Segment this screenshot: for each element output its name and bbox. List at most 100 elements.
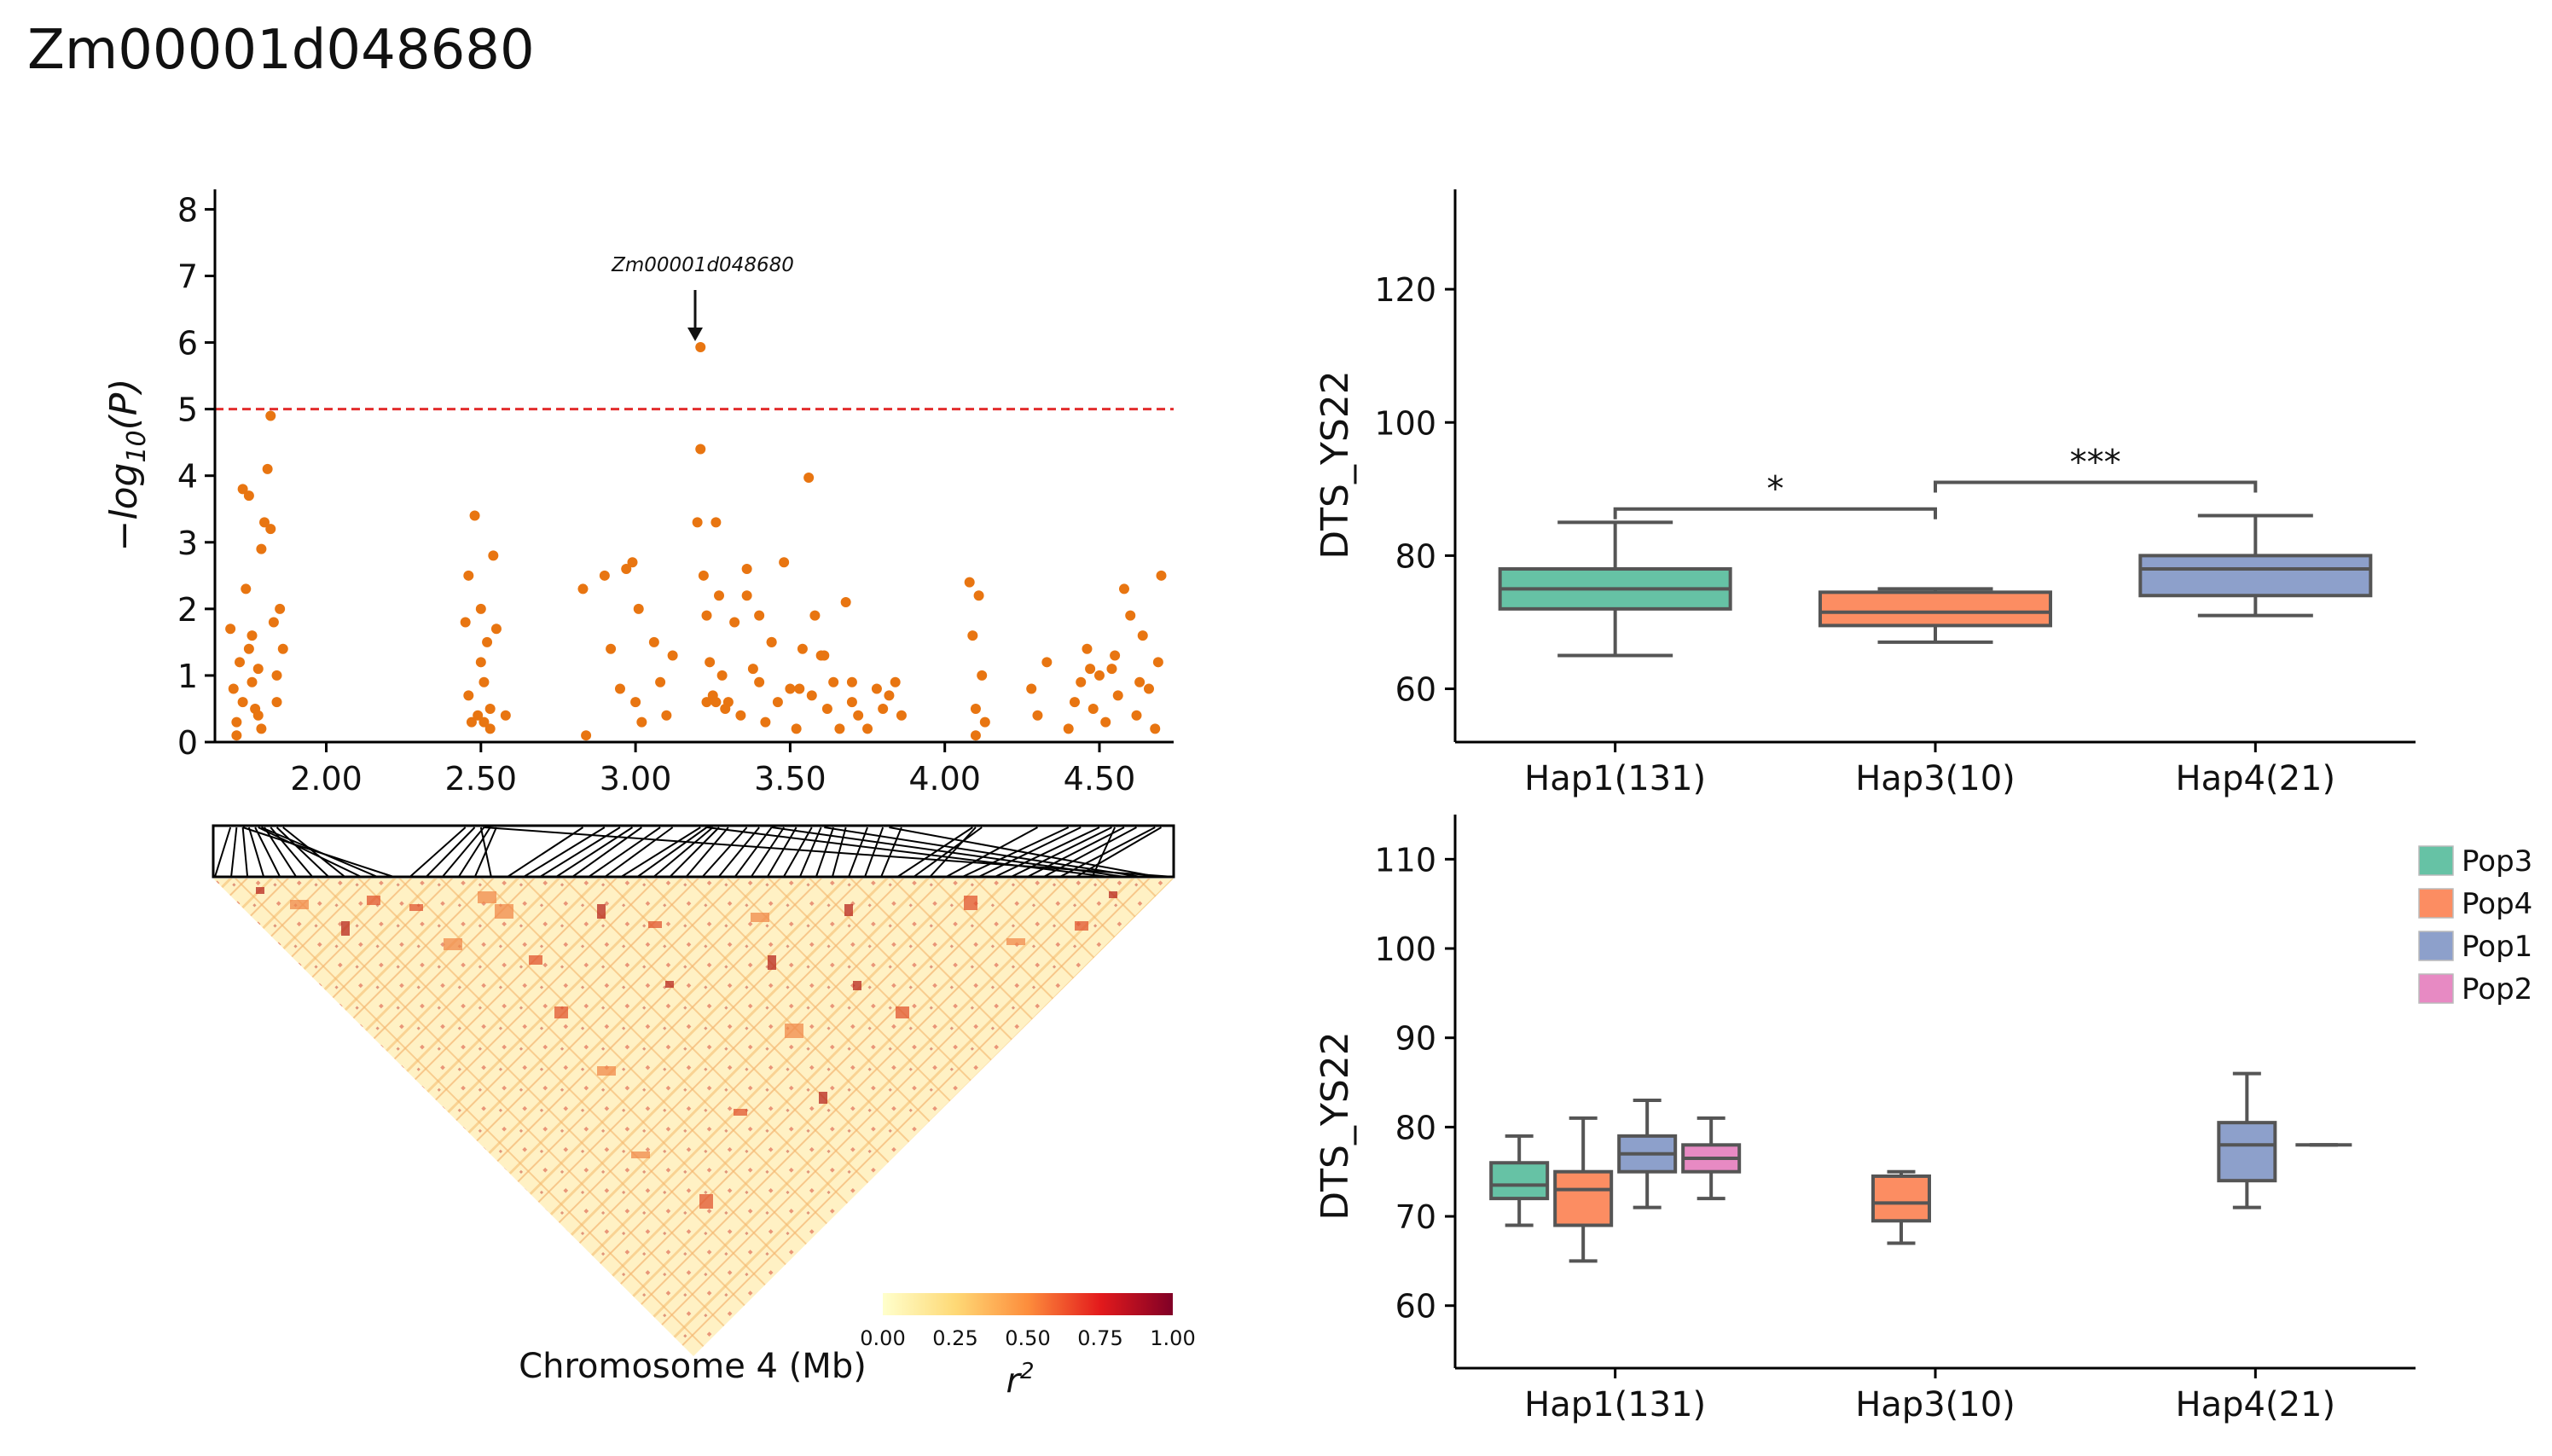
box1-x-tick-label: Hap3(10) bbox=[1855, 759, 2016, 798]
manhattan-plot: 0 1 2 3 4 5 6 7 8 2.00 2.50 3.00 3.50 4.00 4.50 Zm0000… bbox=[102, 189, 1174, 798]
manhattan-point bbox=[896, 710, 907, 721]
ld-snp-line bbox=[889, 827, 1158, 878]
ld-snp-line bbox=[241, 827, 249, 878]
ld-snp-line bbox=[1091, 827, 1116, 878]
box2-box bbox=[1489, 1161, 1550, 1201]
ld-spot bbox=[734, 1109, 747, 1116]
manhattan-point bbox=[614, 683, 625, 694]
ld-snp-line bbox=[484, 827, 1174, 878]
box2-y-tick-label: 90 bbox=[1395, 1020, 1436, 1058]
manhattan-point bbox=[1085, 664, 1096, 675]
manhattan-point bbox=[1082, 643, 1093, 654]
manhattan-point bbox=[636, 716, 647, 728]
box2-box bbox=[2217, 1121, 2277, 1183]
manhattan-point bbox=[268, 617, 279, 628]
ld-snp-line bbox=[880, 827, 902, 878]
manhattan-point bbox=[581, 730, 592, 741]
ld-snp-line bbox=[652, 827, 714, 878]
ld-snp-line bbox=[945, 827, 1038, 878]
manhattan-point bbox=[633, 603, 644, 614]
ld-snp-line bbox=[254, 827, 281, 878]
manhattan-point bbox=[490, 624, 502, 635]
annotation-arrowhead bbox=[687, 328, 703, 341]
box1-y-tick-label: 60 bbox=[1395, 671, 1436, 709]
manhattan-y-tick-label: 4 bbox=[177, 458, 198, 496]
manhattan-point bbox=[627, 557, 638, 568]
manhattan-point bbox=[1110, 650, 1121, 661]
ld-spot bbox=[964, 896, 977, 910]
legend-swatch bbox=[2418, 845, 2454, 876]
manhattan-point bbox=[828, 676, 839, 687]
manhattan-point bbox=[661, 710, 672, 721]
ld-snp-line bbox=[214, 827, 232, 878]
manhattan-point bbox=[1152, 657, 1163, 668]
legend-label: Pop2 bbox=[2462, 972, 2532, 1006]
manhattan-point bbox=[262, 463, 273, 474]
ld-spot bbox=[256, 887, 264, 894]
box1-y-tick-label: 120 bbox=[1374, 271, 1436, 309]
manhattan-x-tick-label: 3.00 bbox=[600, 760, 672, 798]
ld-colorbar-tick-label: 1.00 bbox=[1150, 1326, 1195, 1350]
ld-snp-line bbox=[1011, 827, 1112, 878]
manhattan-point bbox=[760, 716, 771, 728]
manhattan-y-tick-label: 3 bbox=[177, 525, 198, 562]
ld-spot bbox=[341, 921, 350, 936]
manhattan-point bbox=[701, 697, 712, 708]
manhattan-point bbox=[821, 703, 832, 714]
ld-snp-line bbox=[571, 827, 642, 878]
ld-spot bbox=[989, 1066, 1008, 1078]
ld-spot bbox=[819, 1092, 827, 1104]
manhattan-point bbox=[695, 342, 706, 353]
manhattan-y-tick-label: 5 bbox=[177, 392, 198, 429]
legend-swatch bbox=[2418, 931, 2454, 961]
manhattan-point bbox=[1125, 610, 1136, 621]
manhattan-point bbox=[710, 697, 722, 708]
significance-label: * bbox=[1766, 470, 1784, 509]
manhattan-point bbox=[766, 636, 777, 647]
manhattan-point bbox=[846, 697, 857, 708]
ld-snp-line bbox=[734, 827, 773, 878]
box2-y-tick-label: 70 bbox=[1395, 1198, 1436, 1236]
manhattan-point bbox=[235, 657, 246, 668]
manhattan-point bbox=[785, 683, 796, 694]
manhattan-point bbox=[720, 703, 731, 714]
manhattan-point bbox=[667, 650, 678, 661]
ld-triangle bbox=[213, 879, 1174, 1356]
ld-snp-line bbox=[507, 827, 584, 878]
box1-box bbox=[2138, 554, 2373, 598]
ld-spot bbox=[1075, 921, 1088, 931]
ld-snp-line bbox=[604, 827, 674, 878]
manhattan-point bbox=[1093, 670, 1105, 681]
manhattan-point bbox=[840, 597, 851, 608]
box2-y-tick-label: 80 bbox=[1395, 1109, 1436, 1146]
ld-snp-line bbox=[824, 827, 1142, 878]
manhattan-point bbox=[692, 517, 703, 528]
manhattan-point bbox=[1069, 697, 1080, 708]
manhattan-x-tick-label: 4.50 bbox=[1064, 760, 1136, 798]
manhattan-point bbox=[797, 643, 808, 654]
manhattan-point bbox=[1134, 676, 1146, 687]
manhattan-point bbox=[271, 670, 282, 681]
manhattan-y-tick-label: 6 bbox=[177, 325, 198, 363]
manhattan-point bbox=[478, 716, 490, 728]
ld-snp-line bbox=[848, 827, 868, 878]
manhattan-point bbox=[648, 636, 659, 647]
manhattan-point bbox=[460, 617, 471, 628]
manhattan-point bbox=[1088, 703, 1099, 714]
manhattan-point bbox=[714, 590, 725, 601]
ld-snp-line bbox=[282, 827, 346, 878]
ld-high-spots bbox=[256, 887, 1117, 1209]
ld-snp-line bbox=[479, 827, 492, 878]
ld-snp-line bbox=[441, 827, 485, 878]
ld-snp-line bbox=[425, 827, 476, 878]
manhattan-point bbox=[834, 723, 845, 734]
ld-snp-line bbox=[636, 827, 708, 878]
manhattan-point bbox=[228, 683, 239, 694]
manhattan-point bbox=[500, 710, 511, 721]
manhattan-x-tick-label: 2.00 bbox=[290, 760, 362, 798]
manhattan-point bbox=[1143, 683, 1154, 694]
manhattan-point bbox=[275, 603, 286, 614]
ld-colorbar-tick-label: 0.50 bbox=[1005, 1326, 1050, 1350]
ld-legend-title: r2 bbox=[1006, 1359, 1035, 1401]
